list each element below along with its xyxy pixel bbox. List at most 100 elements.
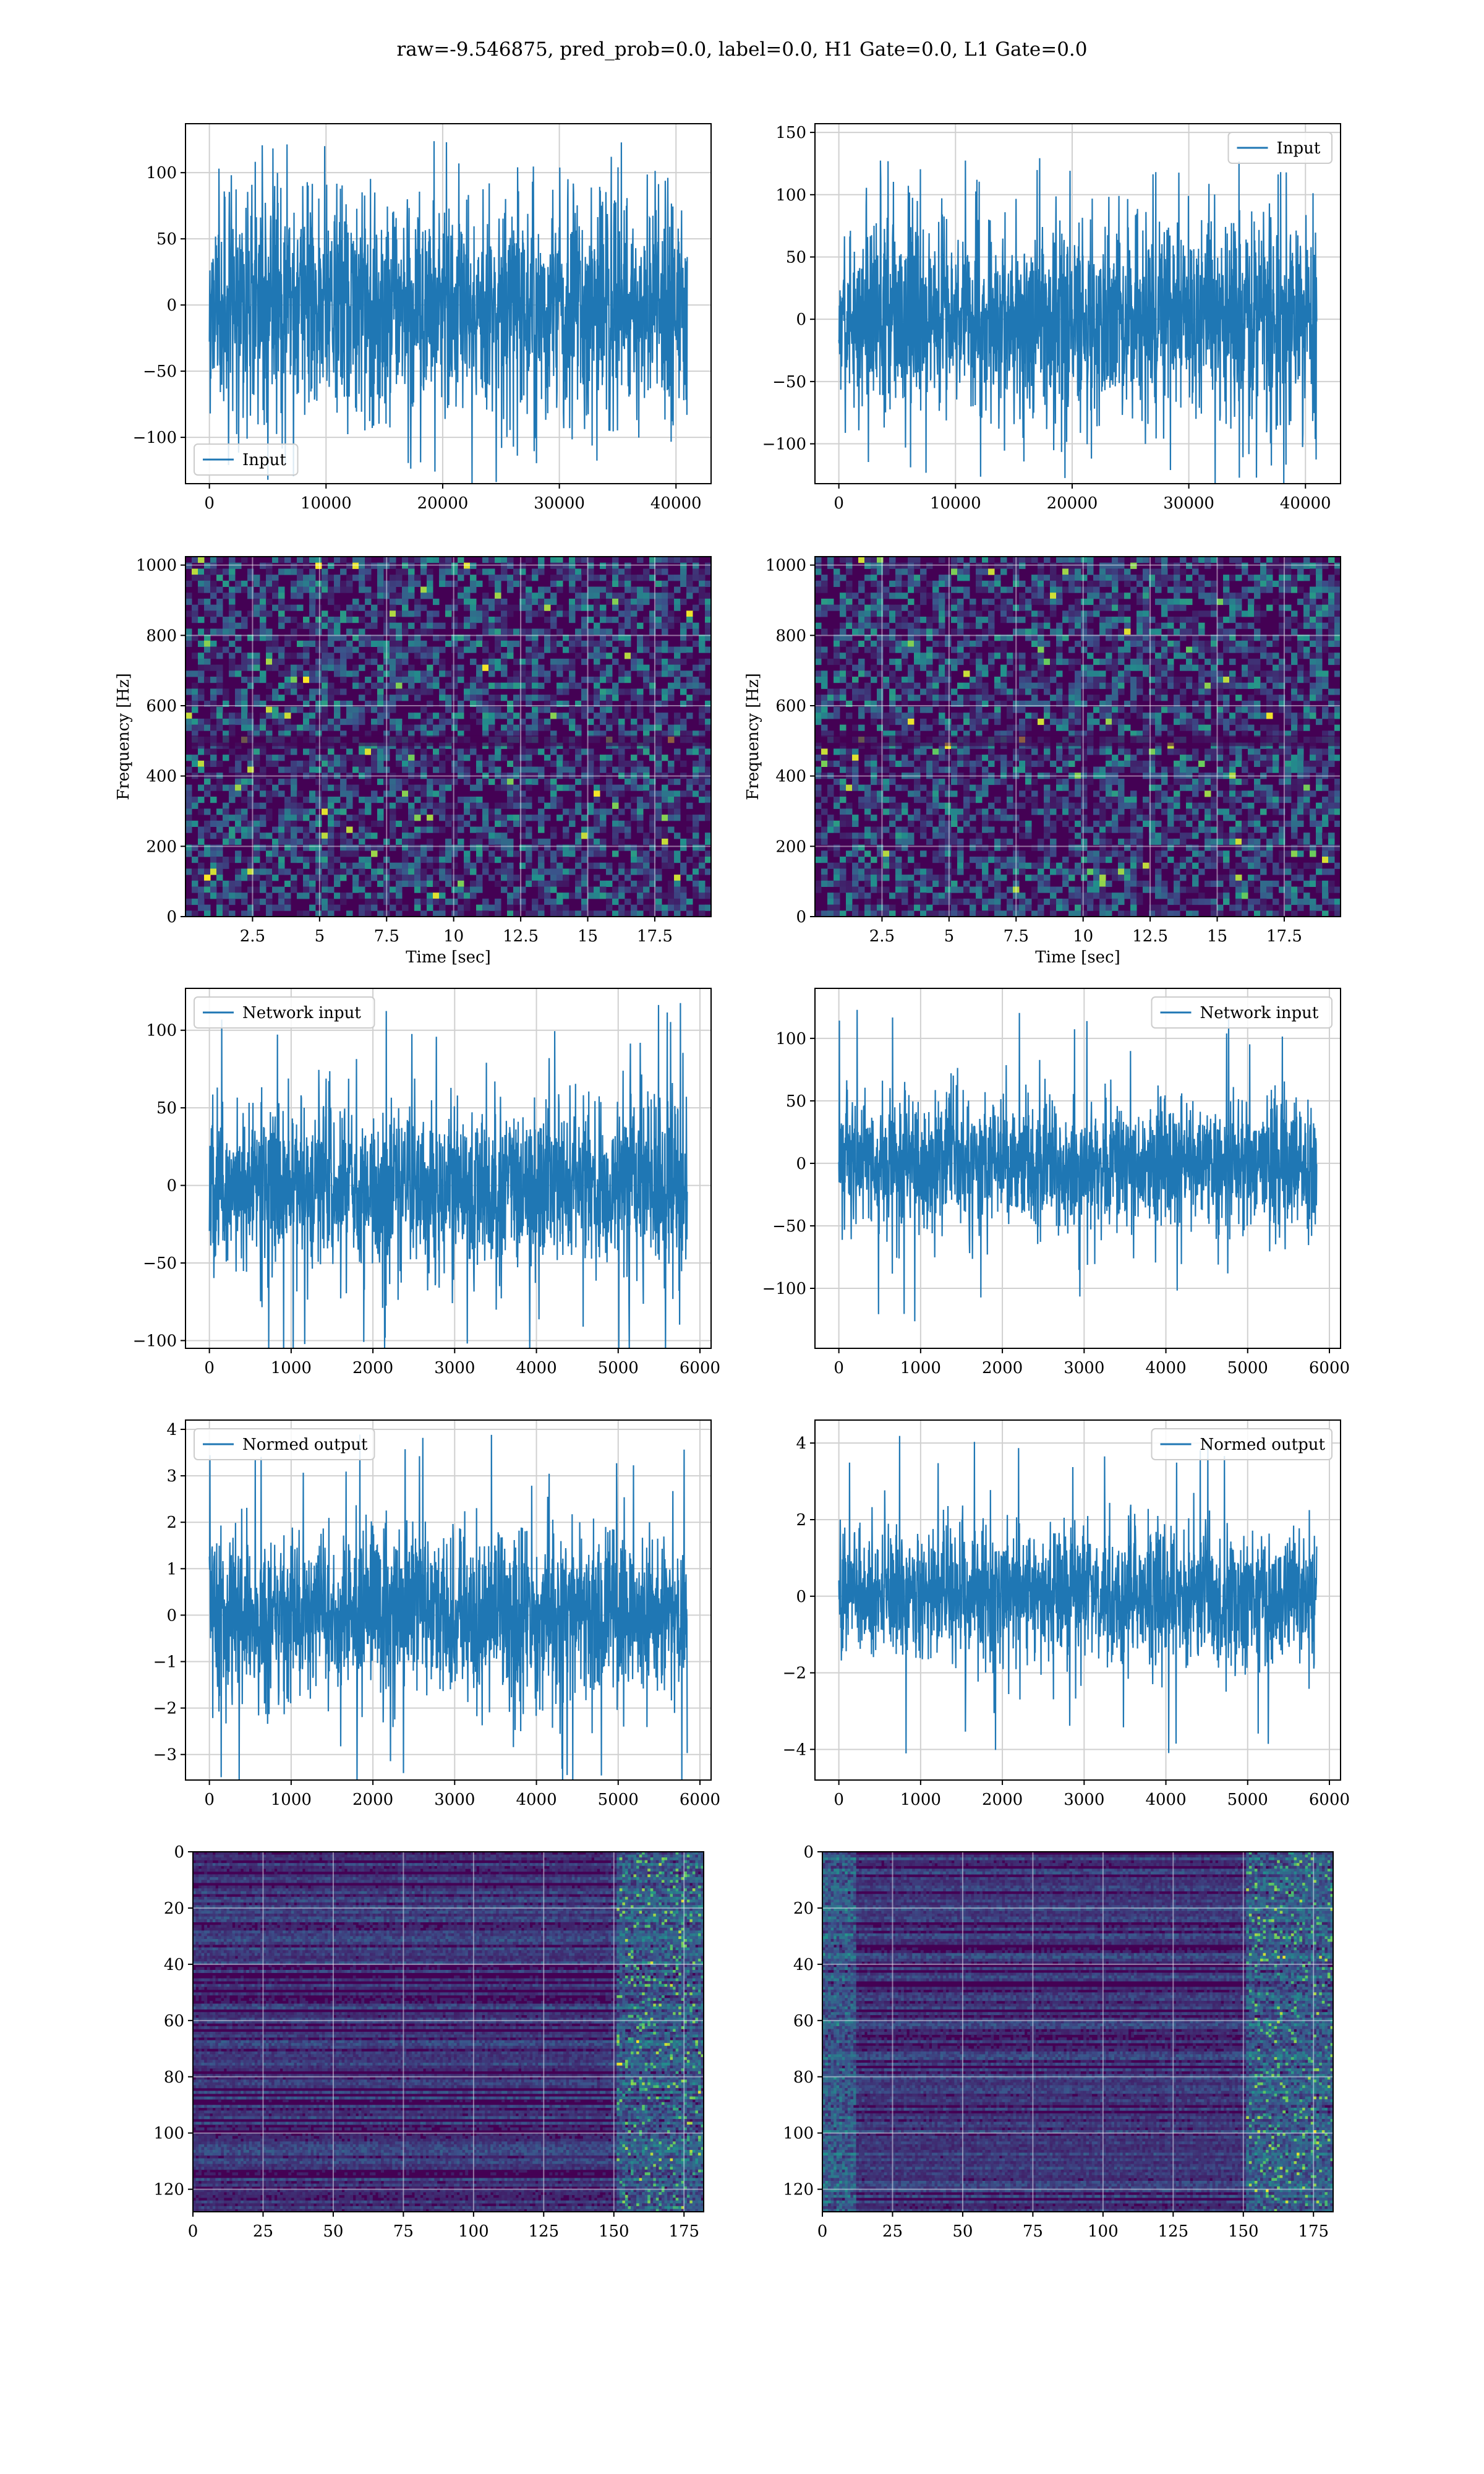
series-line <box>210 1003 688 1348</box>
x-tick-label: 50 <box>952 2222 973 2241</box>
x-tick-label: 4000 <box>1145 1359 1186 1377</box>
x-tick-label: 0 <box>834 494 844 513</box>
x-tick-label: 50 <box>323 2222 343 2241</box>
x-tick-label: 100 <box>1088 2222 1119 2241</box>
x-tick-label: 0 <box>204 494 215 513</box>
x-tick-label: 7.5 <box>374 927 399 946</box>
x-tick-label: 10 <box>1073 927 1093 946</box>
series-line <box>839 158 1317 484</box>
series-line <box>839 1010 1317 1322</box>
x-tick-label: 2000 <box>982 1791 1023 1809</box>
x-tick-label: 6000 <box>1309 1359 1350 1377</box>
x-tick-label: 12.5 <box>503 927 539 946</box>
x-tick-label: 0 <box>834 1359 844 1377</box>
y-tick-label: −100 <box>762 1280 806 1298</box>
x-tick-label: 17.5 <box>1266 927 1302 946</box>
x-tick-label: 2000 <box>352 1791 393 1809</box>
x-tick-label: 12.5 <box>1132 927 1168 946</box>
y-tick-label: −2 <box>783 1664 806 1683</box>
legend-label: Input <box>1277 139 1321 158</box>
series-line <box>210 1435 688 1781</box>
chart-spec-right: 2.5 5 7.5 10 12.5 15 17.502004006008001000Time… <box>744 557 1341 967</box>
y-tick-label: 200 <box>775 837 806 856</box>
chart-spec-left: 2.5 5 7.5 10 12.5 15 17.502004006008001000Time… <box>114 557 712 967</box>
chart-network-left: 0 1000 2000 3000 4000 5000 6000−100−50050100Ne… <box>133 988 720 1377</box>
x-tick-label: 175 <box>1298 2222 1329 2241</box>
y-tick-label: 60 <box>164 2012 184 2031</box>
y-tick-label: 400 <box>146 768 177 786</box>
legend: Network input <box>1152 997 1333 1028</box>
y-tick-label: −50 <box>772 1217 806 1236</box>
x-tick-label: 4000 <box>516 1359 556 1377</box>
y-tick-label: −100 <box>133 1332 177 1350</box>
x-tick-label: 6000 <box>680 1359 720 1377</box>
x-tick-label: 5 <box>944 927 955 946</box>
x-tick-label: 15 <box>578 927 598 946</box>
x-tick-label: 4000 <box>1145 1791 1186 1809</box>
y-tick-label: −1 <box>153 1653 177 1672</box>
x-tick-label: 10000 <box>301 494 352 513</box>
heatmap-cells <box>193 1852 704 2212</box>
x-tick-label: 20000 <box>1047 494 1098 513</box>
y-tick-label: 2 <box>796 1511 806 1530</box>
y-tick-label: 120 <box>783 2181 814 2199</box>
y-tick-label: 50 <box>786 1092 806 1111</box>
x-tick-label: 30000 <box>1163 494 1214 513</box>
y-tick-label: 1000 <box>765 557 806 575</box>
y-axis-label: Frequency [Hz] <box>114 673 133 800</box>
y-tick-label: 100 <box>775 186 806 205</box>
y-tick-label: 60 <box>793 2012 814 2031</box>
x-tick-label: 1000 <box>900 1791 941 1809</box>
x-tick-label: 125 <box>528 2222 559 2241</box>
x-tick-label: 125 <box>1158 2222 1188 2241</box>
y-tick-label: 400 <box>775 768 806 786</box>
x-tick-label: 17.5 <box>637 927 673 946</box>
x-tick-label: 30000 <box>534 494 585 513</box>
y-tick-label: 100 <box>153 2125 184 2143</box>
y-tick-label: 800 <box>775 627 806 645</box>
legend-label: Network input <box>1200 1004 1319 1022</box>
y-tick-label: 50 <box>156 1099 177 1118</box>
x-tick-label: 0 <box>204 1359 215 1377</box>
x-tick-label: 1000 <box>271 1359 312 1377</box>
x-tick-label: 2.5 <box>240 927 265 946</box>
y-tick-label: 0 <box>796 310 806 329</box>
x-tick-label: 175 <box>668 2222 699 2241</box>
heatmap-cells <box>822 1852 1333 2212</box>
x-tick-label: 40000 <box>650 494 702 513</box>
y-tick-label: 40 <box>164 1956 184 1974</box>
x-tick-label: 0 <box>188 2222 198 2241</box>
x-tick-label: 4000 <box>516 1791 556 1809</box>
legend: Input <box>1229 132 1333 163</box>
heatmap-band <box>815 735 1341 746</box>
y-tick-label: 80 <box>793 2068 814 2087</box>
legend: Input <box>194 444 298 475</box>
y-tick-label: 0 <box>796 1588 806 1606</box>
x-tick-label: 40000 <box>1280 494 1331 513</box>
x-tick-label: 0 <box>834 1791 844 1809</box>
y-axis-label: Frequency [Hz] <box>744 673 762 800</box>
y-tick-label: 120 <box>153 2181 184 2199</box>
y-tick-label: 150 <box>775 124 806 142</box>
y-tick-label: 50 <box>156 230 177 249</box>
x-tick-label: 25 <box>882 2222 903 2241</box>
x-tick-label: 10 <box>443 927 464 946</box>
x-tick-label: 5000 <box>1227 1359 1268 1377</box>
x-tick-label: 3000 <box>1064 1791 1104 1809</box>
y-tick-label: −50 <box>143 362 177 381</box>
heatmap-band <box>186 735 711 746</box>
y-tick-label: 1000 <box>136 557 177 575</box>
y-tick-label: 0 <box>166 1177 177 1196</box>
y-tick-label: 0 <box>174 1843 184 1862</box>
y-tick-label: 200 <box>146 837 177 856</box>
legend-label: Normed output <box>242 1436 368 1454</box>
x-axis-label: Time [sec] <box>406 948 491 967</box>
x-tick-label: 2000 <box>352 1359 393 1377</box>
y-tick-label: 3 <box>166 1467 177 1486</box>
y-tick-label: −3 <box>153 1746 177 1765</box>
legend: Network input <box>194 997 375 1028</box>
legend: Normed output <box>1152 1429 1333 1460</box>
series-line <box>210 141 688 484</box>
